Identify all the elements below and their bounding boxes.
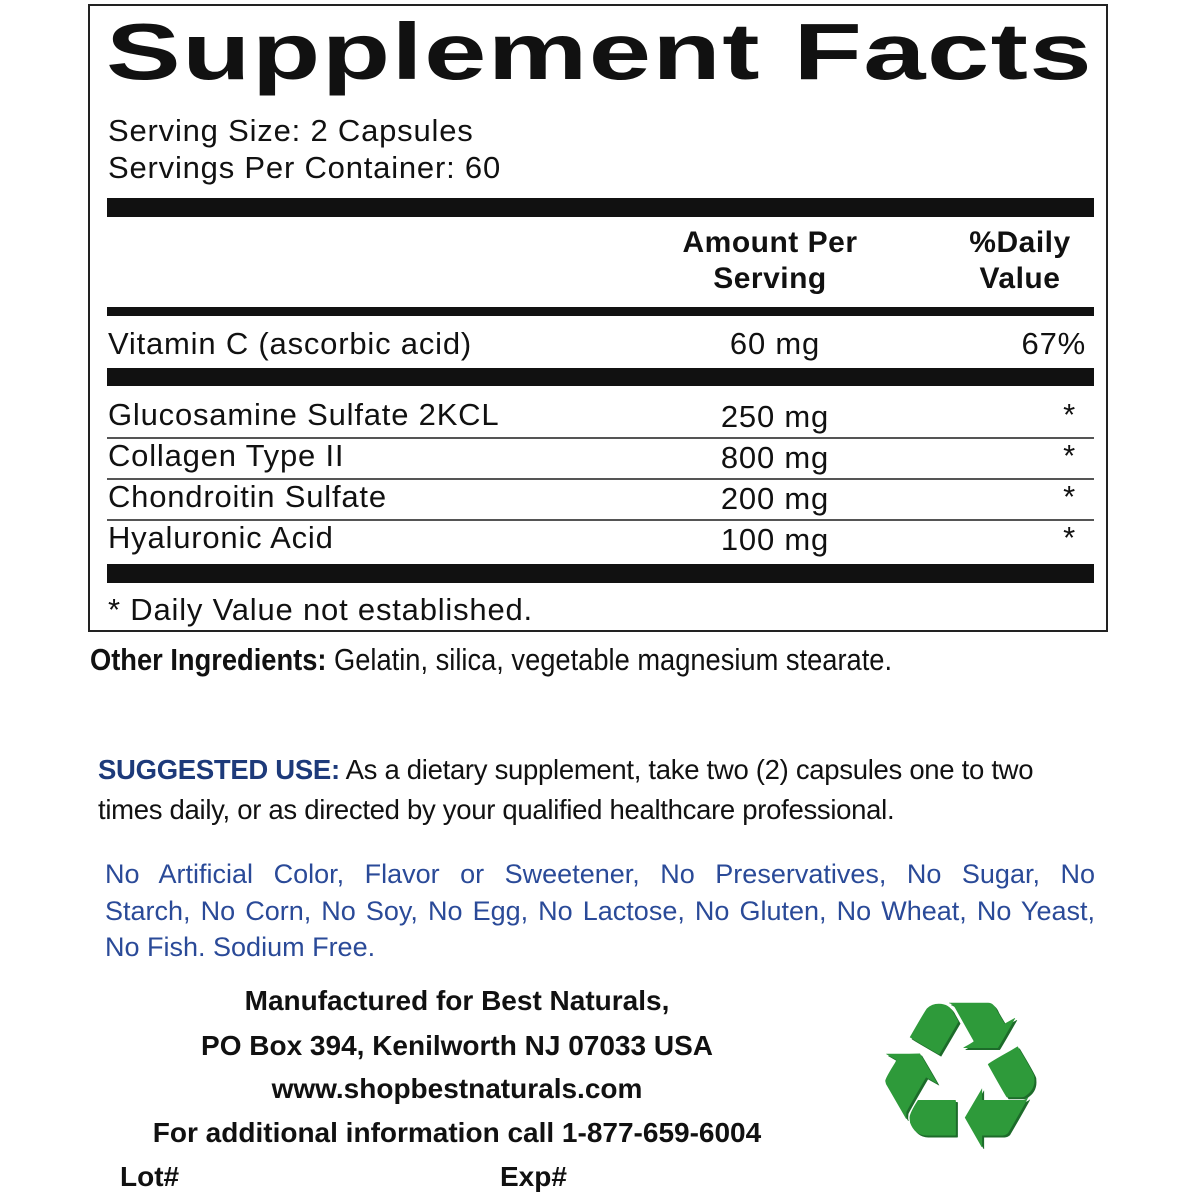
- header-amount-line2: Serving: [713, 262, 827, 295]
- header-amount-line1: Amount Per: [682, 226, 858, 259]
- other-ingredients: Other Ingredients: Gelatin, silica, vege…: [90, 642, 892, 678]
- servings-per-container: Servings Per Container: 60: [108, 150, 501, 185]
- nutrient-name: Vitamin C (ascorbic acid): [108, 326, 472, 361]
- suggested-use-line2: times daily, or as directed by your qual…: [98, 794, 895, 825]
- row-divider: [107, 519, 1094, 521]
- ingredient-dv: *: [1063, 520, 1076, 555]
- lot-label: Lot#: [120, 1161, 180, 1192]
- manufacturer-address: PO Box 394, Kenilworth NJ 07033 USA: [201, 1030, 713, 1061]
- divider-thick: [107, 198, 1094, 217]
- divider-thick: [107, 564, 1094, 583]
- ingredient-amount: 200 mg: [720, 481, 830, 516]
- suggested-use-line1: SUGGESTED USE: As a dietary supplement, …: [98, 754, 1034, 786]
- ingredient-name: Collagen Type II: [108, 438, 345, 473]
- serving-size: Serving Size: 2 Capsules: [108, 113, 474, 148]
- nutrient-dv: 67%: [1021, 326, 1086, 361]
- supplement-facts-panel: [88, 4, 1108, 632]
- exp-label: Exp#: [500, 1161, 567, 1192]
- suggested-use-text: As a dietary supplement, take two (2) ca…: [339, 754, 1034, 785]
- header-dv-line1: %Daily: [969, 226, 1071, 259]
- ingredient-name: Hyaluronic Acid: [108, 520, 334, 555]
- other-ingredients-text: Gelatin, silica, vegetable magnesium ste…: [326, 642, 893, 677]
- ingredient-name: Glucosamine Sulfate 2KCL: [108, 397, 500, 432]
- row-divider: [107, 437, 1094, 439]
- row-divider: [107, 478, 1094, 480]
- header-amount: Amount Per Serving: [640, 225, 900, 297]
- ingredient-dv: *: [1063, 438, 1076, 473]
- manufacturer-phone: For additional information call 1-877-65…: [152, 1117, 762, 1148]
- header-daily-value: %Daily Value: [930, 225, 1110, 297]
- ingredient-dv: *: [1063, 479, 1076, 514]
- manufacturer-website[interactable]: www.shopbestnaturals.com: [271, 1073, 643, 1104]
- free-from-line1: No Artificial Color, Flavor or Sweetener…: [105, 859, 1095, 889]
- ingredient-dv: *: [1063, 397, 1076, 432]
- free-from-line2: Starch, No Corn, No Soy, No Egg, No Lact…: [105, 896, 1095, 926]
- nutrient-amount: 60 mg: [729, 326, 821, 361]
- ingredient-name: Chondroitin Sulfate: [108, 479, 387, 514]
- header-dv-line2: Value: [979, 262, 1061, 295]
- divider-thick: [107, 368, 1094, 386]
- ingredient-amount: 100 mg: [720, 522, 830, 557]
- panel-title: Supplement Facts: [106, 7, 1094, 96]
- ingredient-amount: 800 mg: [720, 440, 830, 475]
- divider-medium: [107, 307, 1094, 316]
- ingredient-amount: 250 mg: [720, 399, 830, 434]
- free-from-line3: No Fish. Sodium Free.: [105, 932, 376, 962]
- recycle-icon: ♻: [868, 958, 1052, 1196]
- footnote: * Daily Value not established.: [108, 592, 533, 627]
- manufacturer-name: Manufactured for Best Naturals,: [244, 985, 670, 1016]
- suggested-use-label: SUGGESTED USE:: [98, 754, 340, 785]
- other-ingredients-label: Other Ingredients:: [90, 642, 327, 677]
